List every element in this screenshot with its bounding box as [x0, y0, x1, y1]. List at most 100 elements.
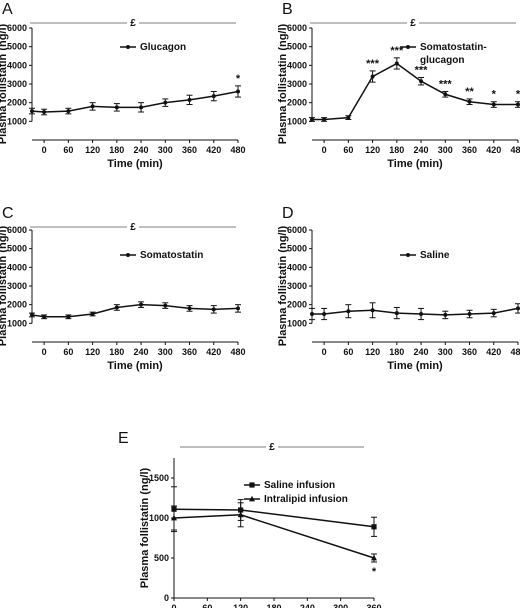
x-tick-label: 300: [438, 347, 453, 357]
y-tick-label: 0: [164, 593, 169, 603]
y-tick-label: 3000: [7, 79, 27, 89]
x-tick-label: 60: [63, 347, 73, 357]
series-line: [173, 508, 375, 528]
y-tick-label: 3000: [7, 281, 27, 291]
y-tick-label: 6000: [7, 23, 27, 33]
data-point: [42, 110, 47, 114]
data-point: [66, 109, 71, 114]
bracket-symbol: £: [410, 18, 416, 29]
bracket-symbol: £: [130, 222, 136, 233]
x-tick-label: 360: [182, 347, 197, 357]
significance-marker: ***: [390, 45, 404, 57]
y-tick-label: 4000: [287, 262, 307, 272]
data-point: [66, 314, 71, 319]
y-tick-label: 6000: [287, 23, 307, 33]
x-tick-label: 420: [486, 145, 501, 155]
legend-label: Somatostatin: [140, 250, 203, 261]
data-point: [90, 104, 95, 109]
x-tick-label: 120: [365, 347, 380, 357]
data-point: [114, 305, 119, 310]
legend-label: Intralipid infusion: [264, 494, 348, 505]
data-point: [211, 94, 216, 99]
significance-marker: **: [465, 86, 474, 98]
x-tick-label: 0: [322, 145, 327, 155]
y-tick-label: 1000: [287, 116, 307, 126]
significance-marker: *: [372, 566, 377, 578]
y-tick-label: 1000: [7, 318, 27, 328]
x-tick-label: 300: [158, 145, 173, 155]
data-point: [310, 312, 314, 316]
data-point: [370, 308, 375, 313]
x-tick-label: 60: [343, 347, 353, 357]
data-point: [491, 311, 496, 316]
data-point: [346, 309, 351, 314]
x-tick-label: 480: [510, 347, 520, 357]
panel-letter: C: [2, 205, 14, 222]
data-point: [236, 306, 240, 311]
series-line: [31, 303, 239, 318]
data-point: [171, 514, 177, 521]
x-tick-label: 360: [462, 347, 477, 357]
x-axis-title: Time (min): [387, 360, 443, 372]
panel-letter: A: [2, 1, 13, 18]
series-line: [312, 307, 519, 316]
y-axis-title: Plasma follistatin (ng/l): [139, 467, 151, 588]
x-tick-label: 0: [171, 603, 176, 608]
x-tick-label: 240: [134, 347, 149, 357]
y-tick-label: 4000: [7, 60, 27, 70]
x-tick-label: 480: [230, 145, 245, 155]
x-axis-title: Time (min): [107, 360, 163, 372]
x-tick-label: 60: [343, 145, 353, 155]
significance-marker: *: [492, 89, 497, 101]
data-point: [310, 117, 314, 122]
bracket-symbol: £: [269, 442, 275, 453]
x-tick-label: 60: [63, 145, 73, 155]
data-point: [30, 312, 34, 317]
data-point: [491, 102, 496, 107]
x-tick-label: 0: [42, 347, 47, 357]
series-saline: [309, 302, 520, 321]
data-point: [443, 312, 448, 317]
x-tick-label: 0: [42, 145, 47, 155]
y-tick-label: 5000: [287, 244, 307, 254]
legend-label: glucagon: [420, 55, 464, 66]
y-tick-label: 6000: [7, 225, 27, 235]
y-axis-title: Plasma follistatin (ng/l): [277, 225, 289, 346]
data-point: [139, 105, 144, 110]
x-tick-label: 180: [389, 347, 404, 357]
data-point: [322, 117, 327, 122]
panel-b: B £1000 2000 3000 4000 5000 6000 0 60 120 180 240 30…: [277, 1, 520, 170]
x-tick-label: 300: [158, 347, 173, 357]
data-point: [371, 554, 377, 561]
data-point: [419, 312, 424, 316]
legend-marker: [126, 253, 130, 257]
y-axis-title: Plasma follistatin (ng/l): [0, 225, 9, 346]
legend-label: Saline infusion: [264, 480, 335, 491]
x-tick-label: 360: [366, 603, 381, 608]
significance-marker: *: [236, 73, 241, 85]
legend-marker: [406, 45, 410, 49]
data-point: [114, 105, 119, 110]
legend-marker: [406, 253, 410, 257]
bracket-symbol: £: [130, 18, 136, 29]
panel-c: C £1000 2000 3000 4000 5000 6000 0 60 120 180 240 30…: [0, 205, 246, 372]
x-tick-label: 240: [414, 347, 429, 357]
data-point: [163, 303, 168, 308]
data-point: [394, 311, 399, 316]
x-tick-label: 120: [233, 603, 248, 608]
y-tick-label: 2000: [287, 98, 307, 108]
y-axis-title: Plasma follistatin (ng/l): [277, 23, 289, 144]
y-tick-label: 2000: [7, 98, 27, 108]
y-axis-title: Plasma follistatin (ng/l): [0, 23, 9, 144]
series-intralipid-infusion: [171, 502, 377, 563]
panel-letter: B: [282, 1, 293, 18]
data-point: [443, 92, 448, 97]
data-point: [419, 79, 424, 84]
data-point: [187, 97, 192, 102]
x-tick-label: 360: [462, 145, 477, 155]
x-tick-label: 480: [230, 347, 245, 357]
data-point: [394, 61, 399, 66]
legend-marker: [249, 482, 255, 488]
x-tick-label: 360: [182, 145, 197, 155]
y-tick-label: 1500: [149, 473, 169, 483]
